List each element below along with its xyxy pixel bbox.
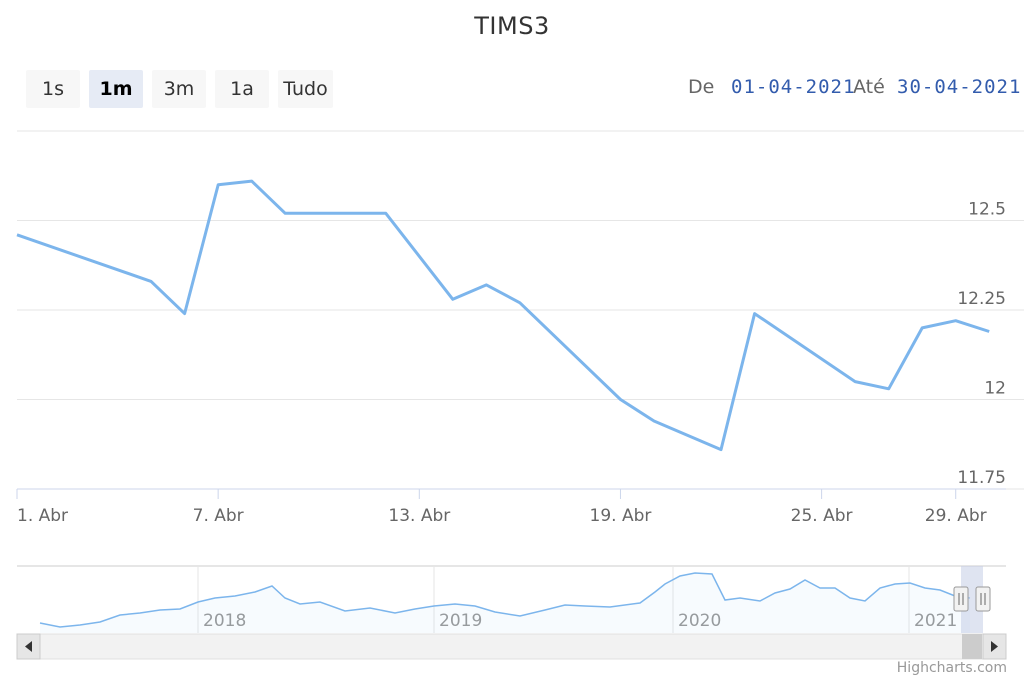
handle-body — [953, 586, 969, 612]
range-button-1a[interactable]: 1a — [215, 70, 269, 108]
scrollbar-left-button-bg — [16, 633, 41, 660]
navigator-left-handle[interactable] — [953, 586, 969, 612]
range-button-3m[interactable]: 3m — [152, 70, 206, 108]
to-label: Até — [853, 76, 885, 98]
y-tick-label: 11.75 — [957, 468, 1006, 488]
navigator-year-label: 2018 — [203, 611, 246, 631]
x-tick-label: 13. Abr — [388, 506, 450, 526]
navigator-right-handle[interactable] — [975, 586, 991, 612]
arrow-right-icon — [991, 641, 998, 652]
y-tick-label: 12.5 — [968, 200, 1006, 220]
from-date-input[interactable]: 01-04-2021 — [731, 76, 856, 98]
scrollbar-right-button-bg — [982, 633, 1007, 660]
from-label: De — [688, 76, 715, 98]
handle-body — [975, 586, 991, 612]
series-line — [16, 179, 990, 452]
navigator-year-label: 2019 — [439, 611, 482, 631]
x-tick-label: 29. Abr — [925, 506, 987, 526]
navigator-area — [40, 573, 970, 633]
y-tick-label: 12.25 — [957, 289, 1006, 309]
x-tick-label: 25. Abr — [791, 506, 853, 526]
navigator-selection-mask — [961, 566, 983, 633]
arrow-left-icon — [25, 641, 32, 652]
scrollbar-right-button[interactable] — [982, 633, 1007, 660]
scrollbar-thumb[interactable] — [962, 634, 982, 659]
range-button-1m[interactable]: 1m — [89, 70, 143, 108]
x-tick-label: 7. Abr — [193, 506, 244, 526]
scrollbar-track — [16, 633, 1007, 660]
navigator-year-label: 2020 — [678, 611, 721, 631]
scrollbar-left-button[interactable] — [16, 633, 41, 660]
y-tick-label: 12 — [984, 379, 1006, 399]
navigator-year-label: 2021 — [914, 611, 957, 631]
range-button-1s[interactable]: 1s — [26, 70, 80, 108]
credits-link[interactable]: Highcharts.com — [896, 660, 1007, 676]
to-date-input[interactable]: 30-04-2021 — [897, 76, 1022, 98]
x-tick-label: 19. Abr — [590, 506, 652, 526]
chart-title: TIMS3 — [474, 12, 550, 40]
range-button-all[interactable]: Tudo — [278, 70, 333, 108]
navigator-series-line — [39, 572, 971, 628]
x-tick-label: 1. Abr — [17, 506, 68, 526]
